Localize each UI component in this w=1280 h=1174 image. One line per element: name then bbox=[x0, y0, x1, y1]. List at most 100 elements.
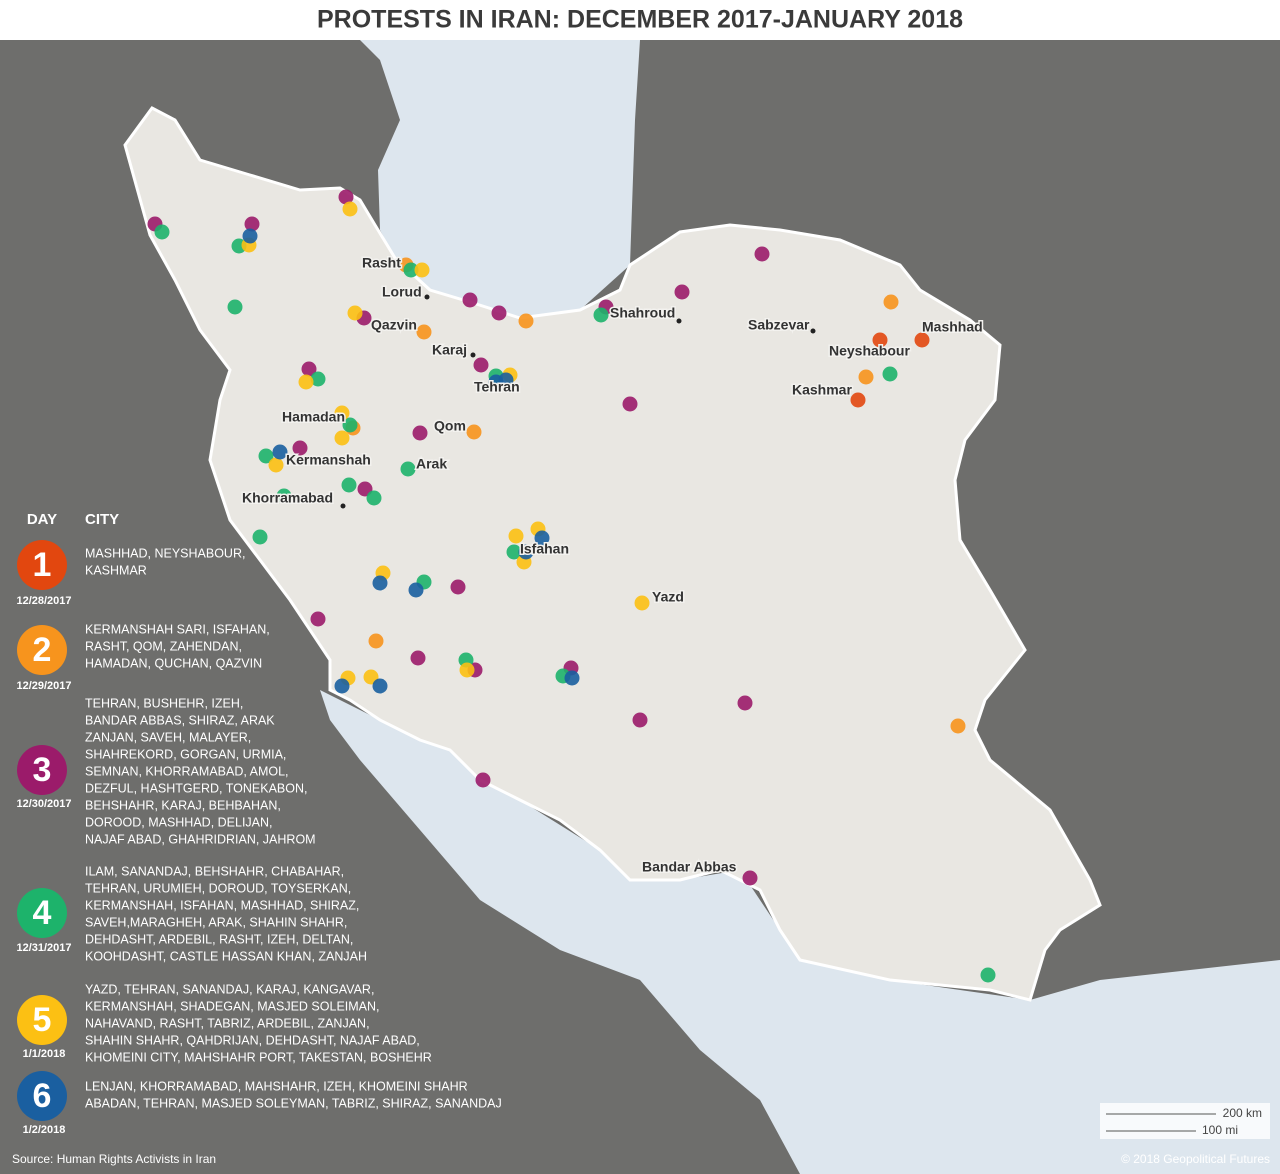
title-bar bbox=[0, 0, 1280, 40]
legend-day: 3 bbox=[33, 751, 52, 789]
protest-dot bbox=[914, 332, 930, 348]
protest-dot bbox=[634, 595, 650, 611]
protest-dot bbox=[368, 633, 384, 649]
legend-day: 4 bbox=[33, 894, 52, 932]
legend-circle bbox=[17, 745, 67, 795]
legend-day: 1 bbox=[33, 546, 52, 584]
legend-cities: ILAM, SANANDAJ, BEHSHAHR, CHABAHAR, bbox=[85, 864, 344, 878]
legend-date: 12/28/2017 bbox=[16, 595, 71, 607]
legend-circle bbox=[17, 995, 67, 1045]
legend-cities: SHAHIN SHAHR, QAHDRIJAN, DEHDASHT, NAJAF… bbox=[85, 1033, 420, 1047]
protest-dot bbox=[674, 284, 690, 300]
protest-dot bbox=[252, 529, 268, 545]
protest-dot bbox=[272, 444, 288, 460]
city-label: Rasht bbox=[362, 255, 401, 271]
legend-cities: HAMADAN, QUCHAN, QAZVIN bbox=[85, 656, 262, 670]
city-label: Lorud bbox=[382, 284, 422, 300]
protest-dot bbox=[858, 369, 874, 385]
legend-cities: DEHDASHT, ARDEBIL, RASHT, IZEH, DELTAN, bbox=[85, 932, 353, 946]
protest-dot bbox=[622, 396, 638, 412]
protest-dot bbox=[882, 366, 898, 382]
city-label: Sabzevar bbox=[748, 317, 810, 333]
scale-box bbox=[1100, 1103, 1270, 1139]
protest-dot bbox=[459, 662, 475, 678]
legend-cities: DEZFUL, HASHTGERD, TONEKABON, bbox=[85, 781, 308, 795]
legend-date: 12/31/2017 bbox=[16, 942, 71, 954]
protest-dot bbox=[342, 417, 358, 433]
legend-cities: ZANJAN, SAVEH, MALAYER, bbox=[85, 730, 251, 744]
protest-dot bbox=[400, 461, 416, 477]
title: PROTESTS IN IRAN: DECEMBER 2017-JANUARY … bbox=[317, 6, 963, 34]
protest-dot bbox=[850, 392, 866, 408]
protest-dot bbox=[154, 224, 170, 240]
city-label: Khorramabad bbox=[242, 490, 333, 506]
city-label: Bandar Abbas bbox=[642, 859, 737, 875]
legend-cities: SEMNAN, KHORRAMABAD, AMOL, bbox=[85, 764, 289, 778]
legend-cities: SHAHREKORD, GORGAN, URMIA, bbox=[85, 747, 286, 761]
protest-dot bbox=[292, 440, 308, 456]
legend-cities: NAHAVAND, RASHT, TABRIZ, ARDEBIL, ZANJAN… bbox=[85, 1016, 370, 1030]
legend-cities: KERMANSHAH, SHADEGAN, MASJED SOLEIMAN, bbox=[85, 999, 380, 1013]
protest-dot bbox=[334, 430, 350, 446]
city-label: Tehran bbox=[474, 379, 520, 395]
legend-cities: SAVEH,MARAGHEH, ARAK, SHAHIN SHAHR, bbox=[85, 915, 347, 929]
protest-dot bbox=[883, 294, 899, 310]
protest-dot bbox=[414, 262, 430, 278]
protest-dot bbox=[298, 374, 314, 390]
legend-cities: ABADAN, TEHRAN, MASJED SOLEYMAN, TABRIZ,… bbox=[85, 1096, 502, 1110]
protest-dot bbox=[410, 650, 426, 666]
protest-dot bbox=[564, 670, 580, 686]
protest-dot bbox=[301, 361, 317, 377]
legend-cities: KHOMEINI CITY, MAHSHAHR PORT, TAKESTAN, … bbox=[85, 1050, 432, 1064]
persian-gulf bbox=[320, 690, 1280, 1174]
protest-dot bbox=[416, 324, 432, 340]
source: Source: Human Rights Activists in Iran bbox=[12, 1152, 216, 1166]
scale-label: 100 mi bbox=[1202, 1123, 1238, 1137]
protest-dot bbox=[372, 678, 388, 694]
city-label: Arak bbox=[416, 456, 447, 472]
protest-dot bbox=[244, 216, 260, 232]
protest-dot bbox=[593, 307, 609, 323]
protest-dot bbox=[632, 712, 648, 728]
legend-circle bbox=[17, 888, 67, 938]
legend-cities: NAJAF ABAD, GHAHRIDRIAN, JAHROM bbox=[85, 832, 316, 846]
legend-cities: MASHHAD, NEYSHABOUR, bbox=[85, 546, 245, 560]
protest-dot bbox=[276, 488, 292, 504]
protest-dot bbox=[506, 544, 522, 560]
caspian-sea bbox=[360, 40, 640, 322]
legend-circle bbox=[17, 1071, 67, 1121]
protest-dot bbox=[334, 678, 350, 694]
city-dot bbox=[470, 352, 476, 358]
scale-bar: 200 km 100 mi bbox=[1100, 1103, 1270, 1139]
protest-dot bbox=[342, 201, 358, 217]
protest-dot bbox=[412, 425, 428, 441]
protest-dot bbox=[518, 544, 534, 560]
protest-dot bbox=[872, 332, 888, 348]
legend-circle bbox=[17, 625, 67, 675]
protest-dot bbox=[310, 371, 326, 387]
city-dot bbox=[676, 318, 682, 324]
protest-dot bbox=[466, 424, 482, 440]
legend-cities: LENJAN, KHORRAMABAD, MAHSHAHR, IZEH, KHO… bbox=[85, 1079, 468, 1093]
city-label: Neyshabour bbox=[829, 343, 910, 359]
city-dot bbox=[340, 503, 346, 509]
protest-dot bbox=[473, 357, 489, 373]
protest-dot bbox=[980, 967, 996, 983]
protest-dot bbox=[491, 305, 507, 321]
city-label: Yazd bbox=[652, 589, 684, 605]
protest-dot bbox=[403, 262, 419, 278]
protest-dot bbox=[310, 611, 326, 627]
legend-cities: TEHRAN, BUSHEHR, IZEH, bbox=[85, 696, 243, 710]
legend-day: 2 bbox=[33, 631, 52, 669]
legend-cities: BEHSHAHR, KARAJ, BEHBAHAN, bbox=[85, 798, 281, 812]
city-dot bbox=[424, 294, 430, 300]
city-label: Hamadan bbox=[282, 409, 345, 425]
legend-day: 5 bbox=[33, 1001, 52, 1039]
legend-cities: KASHMAR bbox=[85, 563, 147, 577]
city-label: Kashmar bbox=[792, 382, 852, 398]
legend-cities: YAZD, TEHRAN, SANANDAJ, KARAJ, KANGAVAR, bbox=[85, 982, 374, 996]
scale-label: 200 km bbox=[1223, 1106, 1262, 1120]
city-label: Qom bbox=[434, 418, 466, 434]
protest-dot bbox=[347, 305, 363, 321]
city-label: Mashhad bbox=[922, 319, 983, 335]
